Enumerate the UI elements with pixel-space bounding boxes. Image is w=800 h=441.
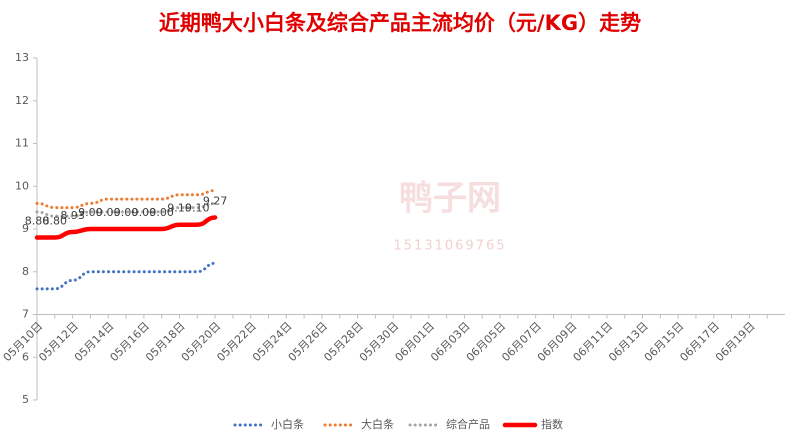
data-label: 9.00 [149,206,174,219]
legend-label: 指数 [541,417,563,431]
y-tick-label: 5 [22,393,29,406]
legend-label: 综合产品 [446,417,490,431]
data-label: 9.00 [78,206,103,219]
data-label: 9.00 [96,206,121,219]
y-tick-label: 7 [22,308,29,321]
data-label: 8.80 [43,215,68,228]
data-label: 9.00 [132,206,157,219]
series-line [35,201,217,218]
y-tick-label: 13 [15,51,29,64]
series-line [34,215,218,240]
y-tick-label: 10 [15,179,29,192]
legend-label: 大白条 [361,417,394,431]
y-tick-label: 8 [22,265,29,278]
series-line [35,189,217,210]
series-line [35,261,217,291]
data-label: 9.00 [114,206,139,219]
data-label: 9.10 [185,202,210,215]
legend-label: 小白条 [271,417,304,431]
data-label: 9.10 [167,202,192,215]
data-label: 8.80 [25,215,50,228]
x-tick-label: 06月19日 [713,320,758,365]
y-tick-label: 6 [22,350,29,363]
watermark: 鸭子网 [399,179,501,219]
y-tick-label: 9 [22,222,29,235]
y-tick-label: 11 [15,137,29,150]
data-label: 8.93 [60,209,85,222]
chart-title: 近期鸭大小白条及综合产品主流均价（元/KG）走势 [159,11,641,35]
y-tick-label: 12 [15,94,29,107]
data-label: 9.27 [203,194,228,207]
watermark: 15131069765 [394,239,507,254]
